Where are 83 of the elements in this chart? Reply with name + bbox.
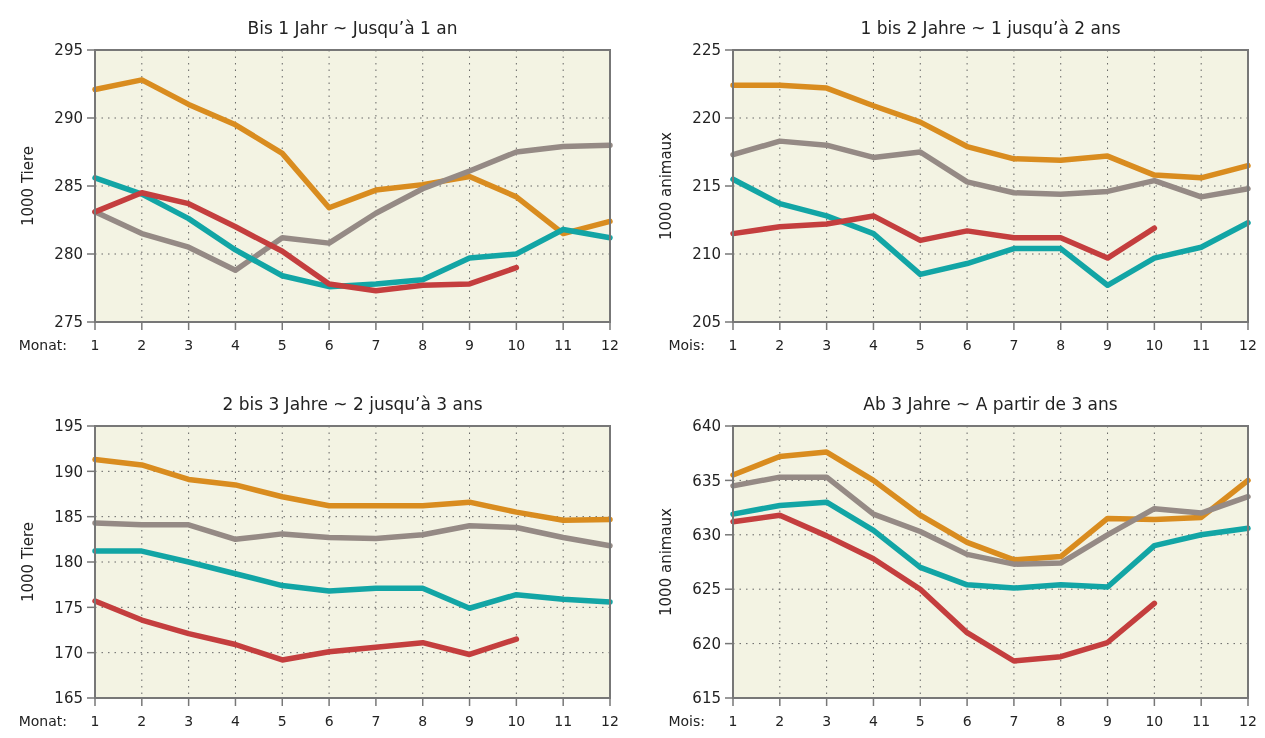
y-axis-title: 1000 Tiere (19, 521, 37, 603)
x-tick-label: 4 (230, 713, 240, 729)
x-tick-label: 3 (822, 713, 832, 729)
y-tick-label: 290 (54, 109, 83, 128)
y-tick-label: 205 (692, 313, 721, 332)
x-tick-label: 1 (728, 713, 738, 729)
x-tick-label: 7 (1009, 337, 1019, 353)
x-tick-label: 5 (277, 337, 287, 353)
x-tick-label: 8 (418, 337, 428, 353)
y-tick-label: 640 (692, 417, 721, 436)
y-tick-label: 165 (54, 689, 83, 708)
y-axis-title: 1000 animaux (657, 507, 675, 616)
y-tick-label: 195 (54, 417, 83, 436)
y-tick-label: 175 (54, 598, 83, 617)
x-tick-label: 10 (1145, 337, 1164, 353)
x-tick-label: 5 (277, 713, 287, 729)
y-tick-label: 225 (692, 41, 721, 60)
x-tick-label: 1 (90, 337, 100, 353)
x-tick-label: 10 (1145, 713, 1164, 729)
y-tick-label: 285 (54, 177, 83, 196)
x-tick-label: 11 (1192, 713, 1211, 729)
x-tick-label: 6 (324, 713, 334, 729)
x-tick-label: 4 (230, 337, 240, 353)
x-tick-label: 11 (1192, 337, 1211, 353)
y-axis-title: 1000 Tiere (19, 145, 37, 227)
x-tick-label: 2 (775, 713, 785, 729)
x-tick-label: 9 (465, 337, 475, 353)
y-tick-label: 185 (54, 507, 83, 526)
chart-title: Bis 1 Jahr ~ Jusqu’à 1 an (247, 18, 458, 38)
x-tick-label: 11 (554, 337, 573, 353)
x-tick-label: 7 (371, 713, 381, 729)
y-tick-label: 635 (692, 471, 721, 490)
x-axis-title: Monat: (18, 713, 67, 729)
x-tick-label: 10 (507, 713, 526, 729)
x-tick-label: 6 (962, 713, 972, 729)
y-axis-title: 1000 animaux (657, 131, 675, 240)
y-tick-label: 620 (692, 634, 721, 653)
y-tick-label: 275 (54, 313, 83, 332)
x-tick-label: 12 (601, 713, 619, 729)
x-tick-label: 6 (324, 337, 334, 353)
x-tick-label: 8 (1056, 713, 1066, 729)
y-tick-label: 625 (692, 580, 721, 599)
x-tick-label: 3 (184, 713, 194, 729)
chart-title: Ab 3 Jahre ~ A partir de 3 ans (863, 394, 1118, 414)
x-tick-label: 9 (1103, 713, 1113, 729)
y-tick-label: 190 (54, 462, 83, 481)
x-tick-label: 10 (507, 337, 526, 353)
y-tick-label: 220 (692, 109, 721, 128)
chart-title: 1 bis 2 Jahre ~ 1 jusqu’à 2 ans (860, 18, 1121, 38)
x-tick-label: 5 (915, 713, 925, 729)
x-axis-title: Monat: (18, 337, 67, 353)
y-tick-label: 630 (692, 526, 721, 545)
y-tick-label: 210 (692, 245, 721, 264)
x-tick-label: 8 (1056, 337, 1066, 353)
x-tick-label: 12 (1239, 713, 1257, 729)
y-tick-label: 295 (54, 41, 83, 60)
x-tick-label: 12 (1239, 337, 1257, 353)
x-tick-label: 3 (184, 337, 194, 353)
x-tick-label: 2 (137, 713, 147, 729)
x-tick-label: 1 (728, 337, 738, 353)
x-tick-label: 11 (554, 713, 573, 729)
y-tick-label: 615 (692, 689, 721, 708)
x-axis-title: Mois: (668, 337, 705, 353)
x-tick-label: 1 (90, 713, 100, 729)
y-tick-label: 280 (54, 245, 83, 264)
y-tick-label: 180 (54, 553, 83, 572)
x-tick-label: 9 (1103, 337, 1113, 353)
x-tick-label: 12 (601, 337, 619, 353)
y-tick-label: 170 (54, 643, 83, 662)
x-tick-label: 9 (465, 713, 475, 729)
x-tick-label: 7 (1009, 713, 1019, 729)
x-tick-label: 8 (418, 713, 428, 729)
x-tick-label: 4 (868, 337, 878, 353)
x-axis-title: Mois: (668, 713, 705, 729)
x-tick-label: 5 (915, 337, 925, 353)
x-tick-label: 2 (137, 337, 147, 353)
chart-title: 2 bis 3 Jahre ~ 2 jusqu’à 3 ans (222, 394, 483, 414)
x-tick-label: 4 (868, 713, 878, 729)
x-tick-label: 7 (371, 337, 381, 353)
x-tick-label: 6 (962, 337, 972, 353)
y-tick-label: 215 (692, 177, 721, 196)
x-tick-label: 2 (775, 337, 785, 353)
x-tick-label: 3 (822, 337, 832, 353)
